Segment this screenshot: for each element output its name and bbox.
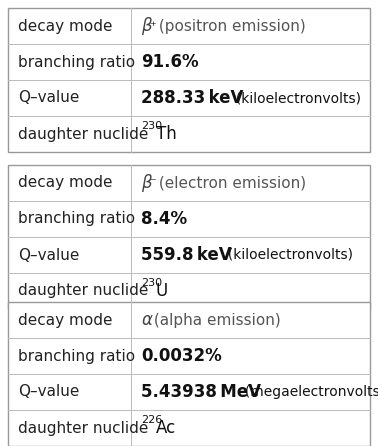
Text: Q–value: Q–value [18, 248, 79, 263]
Text: (alpha emission): (alpha emission) [149, 313, 280, 327]
Text: 230: 230 [141, 121, 162, 131]
Text: 226: 226 [141, 415, 162, 425]
Text: decay mode: decay mode [18, 18, 113, 33]
Text: (electron emission): (electron emission) [154, 175, 306, 190]
Text: β: β [141, 174, 152, 192]
Text: Q–value: Q–value [18, 91, 79, 106]
Text: 559.8 keV: 559.8 keV [141, 246, 232, 264]
Text: 91.6%: 91.6% [141, 53, 199, 71]
Text: ⁺: ⁺ [149, 20, 155, 33]
Text: decay mode: decay mode [18, 175, 113, 190]
Text: daughter nuclide: daughter nuclide [18, 284, 149, 298]
Text: (kiloelectronvolts): (kiloelectronvolts) [228, 91, 361, 105]
Text: branching ratio: branching ratio [18, 211, 135, 227]
Text: (kiloelectronvolts): (kiloelectronvolts) [219, 248, 353, 262]
Text: 5.43938 MeV: 5.43938 MeV [141, 383, 261, 401]
Text: Th: Th [156, 125, 177, 143]
Bar [8, 302, 370, 446]
Text: β: β [141, 17, 152, 35]
Text: 0.0032%: 0.0032% [141, 347, 222, 365]
Text: decay mode: decay mode [18, 313, 113, 327]
Text: U: U [156, 282, 168, 300]
Text: α: α [141, 311, 152, 329]
Text: branching ratio: branching ratio [18, 54, 135, 70]
Text: Q–value: Q–value [18, 384, 79, 400]
Text: (positron emission): (positron emission) [154, 18, 306, 33]
Text: daughter nuclide: daughter nuclide [18, 127, 149, 141]
Text: branching ratio: branching ratio [18, 348, 135, 363]
Text: 230: 230 [141, 278, 162, 288]
Text: ⁻: ⁻ [149, 177, 155, 190]
Bar [8, 8, 370, 152]
Text: 8.4%: 8.4% [141, 210, 187, 228]
Bar [8, 165, 370, 309]
Text: 288.33 keV: 288.33 keV [141, 89, 243, 107]
Text: Ac: Ac [156, 419, 176, 437]
Text: (megaelectronvolts): (megaelectronvolts) [236, 385, 378, 399]
Text: daughter nuclide: daughter nuclide [18, 421, 149, 435]
